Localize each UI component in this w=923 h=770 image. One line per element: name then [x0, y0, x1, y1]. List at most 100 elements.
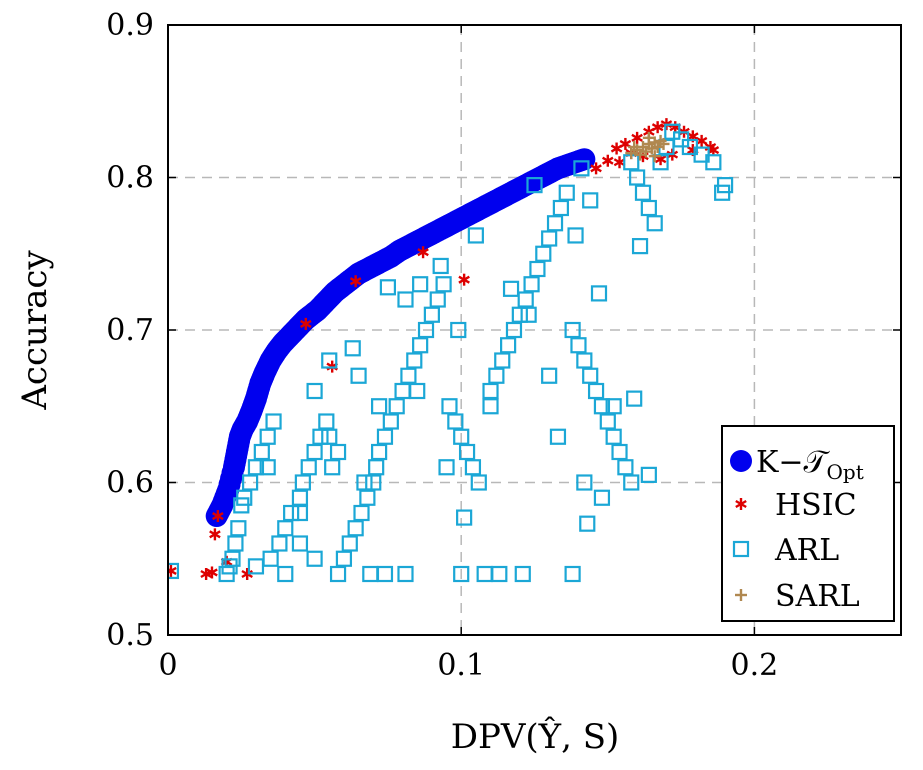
data-point — [590, 162, 602, 175]
data-point — [526, 177, 543, 194]
data-point — [511, 306, 528, 323]
data-point — [549, 428, 567, 445]
legend-label: HSIC — [775, 488, 857, 523]
data-point — [253, 443, 270, 461]
data-point — [500, 337, 517, 354]
data-point — [707, 144, 720, 157]
data-point — [349, 275, 362, 288]
axis-ticks: 0 0.1 0.2 0.5 0.6 0.7 0.8 0.9 — [106, 8, 901, 683]
data-point — [241, 568, 253, 580]
data-point — [517, 291, 534, 308]
data-point — [640, 199, 657, 217]
data-point — [294, 474, 311, 491]
data-point — [277, 565, 294, 583]
data-point — [335, 550, 353, 567]
data-point — [365, 474, 382, 491]
data-point — [371, 398, 388, 415]
data-point — [259, 459, 276, 476]
data-point — [368, 459, 385, 476]
data-point — [212, 510, 224, 523]
data-point — [400, 367, 417, 384]
data-point — [432, 257, 449, 275]
data-point — [347, 520, 364, 537]
data-point — [567, 227, 584, 244]
data-point — [570, 337, 587, 354]
data-point — [482, 382, 499, 400]
data-point — [576, 474, 593, 491]
data-point — [291, 535, 309, 552]
data-point — [634, 184, 652, 201]
data-point — [523, 276, 540, 293]
data-point — [291, 489, 309, 506]
data-point — [241, 474, 259, 491]
data-point — [651, 121, 664, 134]
data-point — [593, 489, 611, 506]
data-point — [412, 276, 429, 293]
data-point — [502, 280, 520, 297]
data-point — [453, 565, 470, 583]
data-point — [514, 565, 531, 583]
y-tick-label: 0.6 — [106, 466, 154, 501]
data-point — [593, 398, 611, 415]
legend-box — [721, 425, 895, 622]
data-point — [227, 535, 244, 552]
data-point — [645, 142, 658, 155]
legend-marker — [735, 498, 747, 510]
series-k-t-opt — [205, 148, 596, 528]
data-point — [300, 317, 312, 330]
data-point — [464, 459, 482, 476]
data-point — [236, 489, 253, 506]
x-tick-label: 0 — [158, 648, 177, 683]
data-point — [429, 291, 446, 308]
data-point — [640, 466, 657, 483]
data-point — [458, 273, 470, 286]
data-point — [417, 246, 429, 259]
data-point — [467, 227, 484, 244]
data-point — [356, 474, 373, 491]
data-point — [271, 535, 288, 552]
data-point — [482, 398, 499, 415]
data-point — [397, 565, 414, 583]
data-point — [362, 565, 379, 583]
data-point — [631, 131, 643, 144]
data-point — [657, 137, 670, 150]
data-point — [599, 413, 616, 430]
data-point — [376, 428, 394, 445]
data-point — [629, 169, 646, 186]
data-point — [371, 443, 388, 461]
data-point — [423, 306, 440, 323]
data-point — [705, 154, 722, 171]
data-point — [329, 565, 347, 583]
data-point — [412, 337, 429, 354]
data-point — [312, 428, 329, 445]
data-point — [453, 428, 470, 445]
data-point — [321, 352, 338, 369]
data-point — [382, 413, 399, 430]
data-point — [582, 367, 599, 384]
data-point — [716, 177, 734, 194]
data-point — [456, 509, 473, 526]
data-point — [324, 459, 341, 476]
data-point — [611, 443, 628, 461]
data-point — [209, 528, 221, 541]
data-point — [476, 565, 493, 583]
y-tick-label: 0.5 — [106, 618, 154, 653]
data-point — [602, 154, 614, 167]
data-point — [350, 367, 367, 384]
data-point — [582, 192, 599, 209]
data-point — [564, 565, 581, 583]
data-point — [397, 291, 414, 308]
data-point — [291, 504, 309, 522]
data-point — [631, 238, 649, 255]
data-point — [247, 459, 265, 476]
data-point — [168, 564, 177, 577]
data-point — [206, 566, 218, 579]
data-point — [450, 321, 467, 339]
x-tick-label: 0.1 — [437, 648, 485, 683]
data-point — [329, 443, 347, 461]
data-point — [359, 489, 376, 506]
legend-marker — [730, 450, 752, 472]
data-point — [306, 550, 323, 567]
